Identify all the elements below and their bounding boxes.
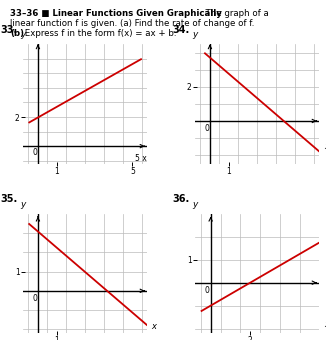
Text: 5 x: 5 x [135, 154, 147, 163]
Text: y: y [20, 30, 25, 39]
Text: (b): (b) [10, 29, 24, 38]
Text: 35.: 35. [0, 194, 18, 204]
Text: 0: 0 [32, 294, 37, 303]
Text: y: y [192, 30, 198, 39]
Text: 33–36 ■ Linear Functions Given Graphically: 33–36 ■ Linear Functions Given Graphical… [10, 8, 222, 17]
Text: x: x [151, 322, 156, 331]
Text: x: x [324, 142, 326, 151]
Text: 0: 0 [204, 123, 209, 133]
Text: y: y [20, 200, 25, 209]
Text: Express f in the form f(x) = ax + b.: Express f in the form f(x) = ax + b. [22, 29, 176, 38]
Text: 0: 0 [32, 148, 37, 157]
Text: 34.: 34. [172, 24, 190, 35]
Text: 36.: 36. [172, 194, 190, 204]
Text: 0: 0 [205, 286, 210, 295]
Text: The graph of a: The graph of a [200, 8, 269, 17]
Text: 33.: 33. [0, 24, 18, 35]
Text: y: y [192, 200, 198, 209]
Text: linear function f is given. (a) Find the rate of change of f.: linear function f is given. (a) Find the… [10, 19, 254, 28]
Text: x: x [324, 320, 326, 328]
